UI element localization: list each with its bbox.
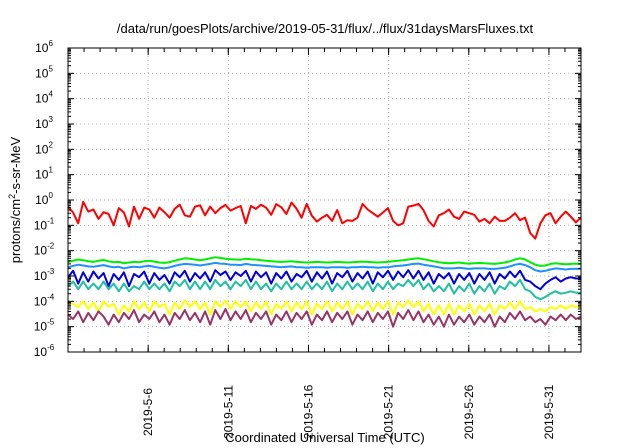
y-tick-base: 10 — [34, 294, 48, 308]
x-tick-label: 2019-5-31 — [542, 384, 556, 439]
series-line-2 — [67, 256, 582, 267]
y-tick-label: 105 — [35, 64, 53, 80]
y-tick-label: 101 — [35, 166, 53, 182]
y-tick-exponent: 0 — [48, 191, 53, 200]
y-tick-label: 103 — [35, 115, 53, 131]
series-line-4 — [67, 269, 581, 291]
chart-title: /data/run/goesPlots/archive/2019-05-31/f… — [117, 21, 534, 36]
series-group — [67, 200, 582, 328]
y-tick-label: 10-4 — [34, 292, 55, 308]
y-tick-label: 10-6 — [34, 343, 55, 359]
y-tick-label: 104 — [35, 90, 53, 106]
y-tick-base: 10 — [35, 117, 49, 131]
y-tick-exponent: -3 — [47, 267, 55, 276]
y-tick-label: 10-2 — [34, 242, 55, 258]
y-tick-exponent: -6 — [47, 343, 55, 352]
series-line-6 — [67, 299, 582, 316]
x-tick-label: 2019-5-6 — [141, 388, 155, 436]
y-tick-label: 10-3 — [34, 267, 55, 283]
y-tick-exponent: 4 — [48, 90, 53, 99]
y-tick-base: 10 — [35, 142, 49, 156]
y-tick-label: 10-5 — [34, 318, 55, 334]
x-tick-label: 2019-5-16 — [301, 384, 315, 439]
x-axis-title: Coordinated Universal Time (UTC) — [225, 430, 424, 445]
y-axis-title-base: protons/cm — [8, 199, 23, 263]
y-tick-base: 10 — [35, 41, 49, 55]
x-tick-label: 2019-5-21 — [382, 384, 396, 439]
y-tick-exponent: 3 — [48, 115, 53, 124]
y-tick-exponent: -5 — [47, 318, 55, 327]
y-tick-base: 10 — [34, 244, 48, 258]
y-tick-exponent: -1 — [47, 216, 55, 225]
series-line-5 — [67, 278, 581, 301]
y-tick-base: 10 — [34, 218, 48, 232]
y-tick-base: 10 — [34, 269, 48, 283]
y-tick-base: 10 — [35, 168, 49, 182]
y-tick-label: 106 — [35, 39, 53, 55]
y-tick-exponent: -2 — [47, 242, 55, 251]
y-tick-exponent: -4 — [47, 292, 55, 301]
y-tick-label: 102 — [35, 140, 53, 156]
y-axis-title-sup: 2 — [7, 194, 17, 199]
y-tick-base: 10 — [34, 320, 48, 334]
series-line-1 — [67, 200, 582, 240]
y-tick-label: 10-1 — [34, 216, 55, 232]
y-tick-base: 10 — [35, 193, 49, 207]
y-tick-exponent: 1 — [48, 166, 53, 175]
y-tick-exponent: 2 — [48, 140, 53, 149]
x-tick-label: 2019-5-11 — [221, 385, 235, 439]
y-tick-base: 10 — [35, 66, 49, 80]
y-tick-exponent: 5 — [48, 64, 53, 73]
y-tick-base: 10 — [35, 92, 49, 106]
y-tick-base: 10 — [34, 345, 48, 359]
series-line-3 — [67, 261, 581, 273]
y-tick-exponent: 6 — [48, 39, 53, 48]
axes: 10-610-510-410-310-210-11001011021031041… — [34, 39, 582, 439]
y-axis-title: protons/cm2-s-sr-MeV — [7, 136, 23, 263]
y-axis-title-rest: -s-sr-MeV — [8, 136, 23, 193]
series-line-7 — [67, 308, 582, 328]
y-tick-label: 100 — [35, 191, 53, 207]
x-tick-label: 2019-5-26 — [462, 384, 476, 439]
